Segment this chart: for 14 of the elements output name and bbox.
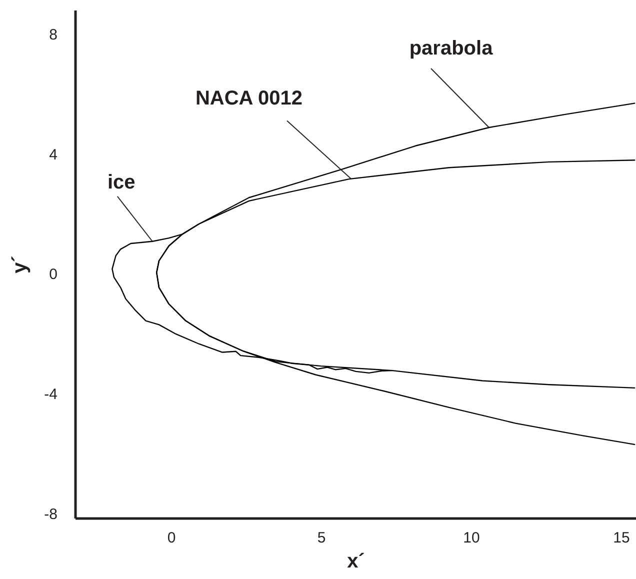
annotation: NACA 0012 bbox=[195, 88, 303, 110]
x-tick-label: 15 bbox=[613, 530, 630, 546]
x-axis-title: x´ bbox=[347, 550, 365, 572]
y-tick-label: -8 bbox=[44, 506, 58, 524]
y-tick-label: 4 bbox=[49, 146, 58, 164]
y-tick-label: -4 bbox=[44, 386, 58, 404]
x-tick-label: 5 bbox=[317, 530, 326, 546]
x-tick-label: 10 bbox=[463, 530, 480, 546]
y-tick-label: 8 bbox=[49, 26, 58, 44]
y-tick-label: 0 bbox=[49, 266, 58, 284]
annotation: ice bbox=[107, 171, 136, 194]
y-axis-title: y´ bbox=[9, 256, 32, 274]
annotation: parabola bbox=[409, 37, 494, 60]
x-tick-label: 0 bbox=[167, 530, 176, 546]
